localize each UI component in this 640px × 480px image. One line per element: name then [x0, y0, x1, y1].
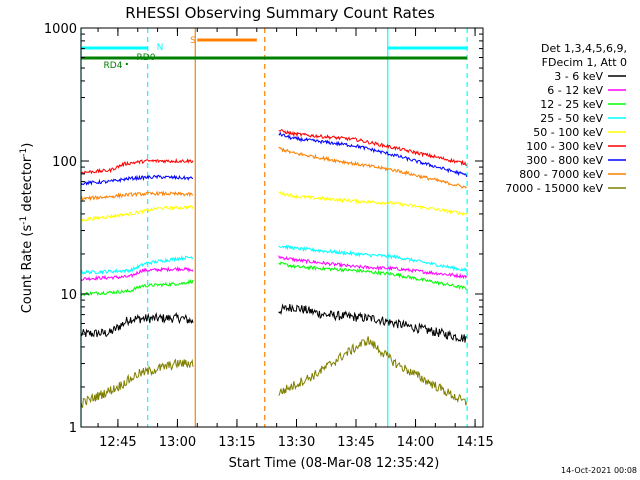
- legend-label-1: 6 - 12 keV: [547, 84, 603, 97]
- flag-bar-n-0: [81, 46, 148, 50]
- series-7: [80, 146, 467, 202]
- series-8: [80, 336, 468, 409]
- series-4-segment-1: [278, 190, 468, 217]
- series-2-segment-0: [80, 278, 194, 297]
- flag-label-n: N: [157, 43, 164, 53]
- legend-label-6: 300 - 800 keV: [526, 154, 603, 167]
- y-tick-label-1: 1: [69, 421, 77, 436]
- series-2: [80, 261, 467, 297]
- legend-label-8: 7000 - 15000 keV: [505, 182, 603, 195]
- x-tick-label-1400: 14:00: [397, 435, 434, 450]
- series-3-segment-0: [80, 254, 194, 275]
- series-8-segment-0: [80, 358, 194, 409]
- x-axis-label: Start Time (08-Mar-08 12:35:42): [229, 456, 440, 471]
- y-axis: 1 10 100 1000: [44, 22, 483, 436]
- flag-bars: N S RD0 RD4: [81, 36, 468, 71]
- x-tick-label-1315: 13:15: [218, 435, 255, 450]
- flag-bar-rd0-0: [81, 56, 468, 60]
- x-tick-label-1345: 13:45: [337, 435, 374, 450]
- series-2-segment-1: [278, 261, 467, 291]
- legend: Det 1,3,4,5,6,9,FDecim 1, Att 03 - 6 keV…: [505, 42, 627, 195]
- flag-label-s: S: [190, 36, 196, 46]
- legend-label-5: 100 - 300 keV: [526, 140, 603, 153]
- series-7-segment-0: [80, 190, 194, 202]
- y-tick-label-10: 10: [60, 288, 77, 303]
- x-tick-label-1330: 13:30: [278, 435, 315, 450]
- legend-label-4: 50 - 100 keV: [533, 126, 603, 139]
- legend-label-3: 25 - 50 keV: [540, 112, 603, 125]
- x-axis: 12:45 13:00 13:15 13:30 13:45 14:00 14:15: [97, 28, 494, 450]
- series-6-segment-0: [80, 174, 194, 186]
- flag-label-rd0: RD0: [137, 53, 156, 63]
- y-axis-label: Count Rate (s-1 detector-1): [19, 143, 35, 314]
- legend-header-1: FDecim 1, Att 0: [542, 56, 627, 69]
- series-5-segment-0: [80, 157, 194, 175]
- series-8-segment-1: [278, 336, 468, 406]
- flag-bar-n-1: [387, 46, 468, 50]
- series-6-segment-1: [278, 131, 468, 177]
- x-tick-label-1415: 14:15: [456, 435, 493, 450]
- footer-timestamp: 14-Oct-2021 00:08: [561, 466, 637, 475]
- series-0-segment-1: [278, 303, 467, 343]
- series-1: [80, 255, 468, 282]
- plot-frame: [80, 27, 484, 428]
- flag-label-rd4: RD4: [104, 61, 123, 71]
- flag-bar-s-0: [197, 38, 257, 42]
- legend-label-0: 3 - 6 keV: [554, 70, 603, 83]
- legend-label-7: 800 - 7000 keV: [519, 168, 603, 181]
- legend-label-2: 12 - 25 keV: [540, 98, 603, 111]
- series-4: [80, 190, 468, 222]
- series-3-segment-1: [278, 244, 468, 273]
- series-6: [80, 131, 468, 186]
- series-1-segment-1: [278, 255, 468, 279]
- series-5: [80, 128, 467, 175]
- legend-header-0: Det 1,3,4,5,6,9,: [541, 42, 627, 55]
- series-7-segment-1: [278, 146, 467, 189]
- series-1-segment-0: [80, 265, 194, 282]
- x-tick-label-1245: 12:45: [99, 435, 136, 450]
- series-0-segment-0: [80, 311, 194, 338]
- x-tick-label-1300: 13:00: [159, 435, 196, 450]
- chart-title: RHESSI Observing Summary Count Rates: [125, 4, 435, 22]
- flag-bar-rd4-0: [125, 63, 128, 65]
- y-tick-label-100: 100: [52, 155, 77, 170]
- series-3: [80, 244, 468, 275]
- y-tick-label-1000: 1000: [44, 22, 77, 37]
- series-0: [80, 303, 467, 343]
- data-series: [80, 128, 468, 409]
- series-5-segment-1: [278, 128, 467, 167]
- series-4-segment-0: [80, 204, 194, 222]
